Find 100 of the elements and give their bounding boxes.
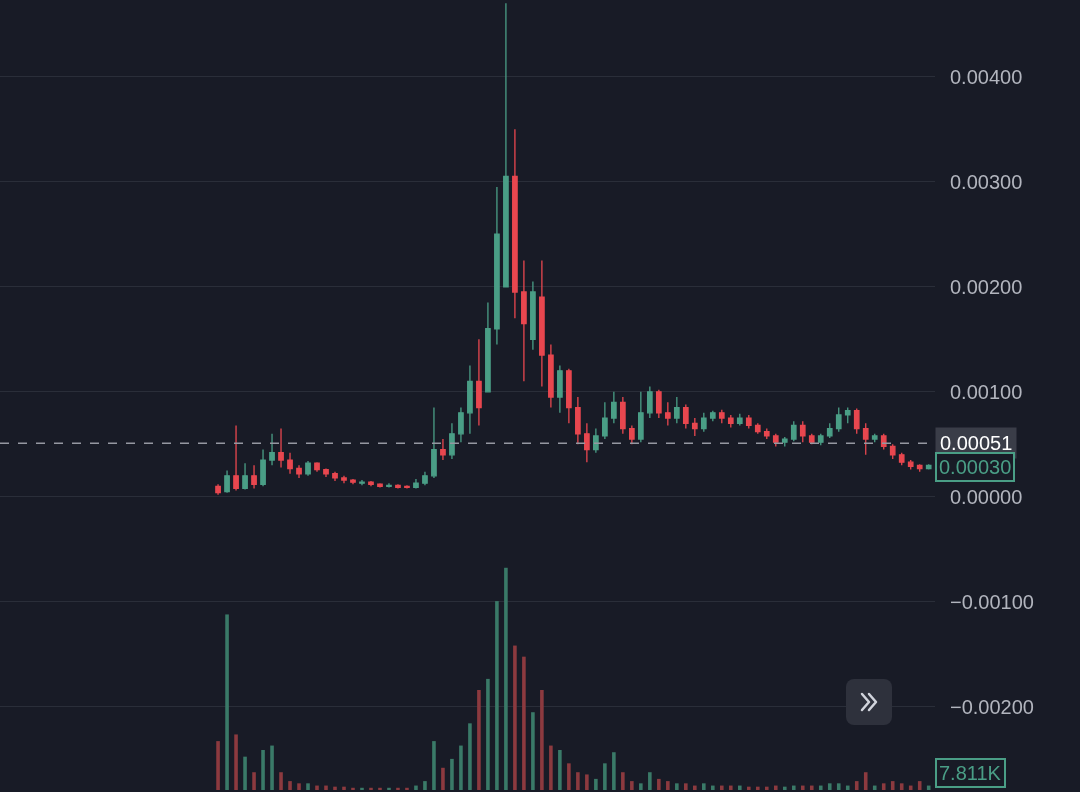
bar (720, 785, 724, 790)
bar (863, 772, 868, 790)
candlestick (808, 433, 815, 445)
bar (639, 783, 643, 790)
candlestick (287, 452, 293, 475)
candlestick (530, 280, 536, 351)
candlestick (251, 464, 257, 490)
candlestick (799, 420, 806, 443)
candlestick (485, 301, 491, 393)
bar (576, 772, 580, 790)
bar (378, 787, 382, 790)
candlestick (718, 409, 725, 424)
bar (315, 785, 319, 790)
candlestick (817, 433, 824, 447)
bar (836, 783, 841, 790)
candlestick (602, 401, 608, 440)
candlestick (332, 470, 338, 482)
bar (926, 785, 931, 790)
bar (684, 783, 688, 790)
candlestick (314, 461, 320, 473)
candlestick (700, 412, 707, 433)
ref-line-label: 0.00051 (940, 432, 1013, 454)
candlestick (916, 464, 923, 473)
bar (234, 734, 238, 790)
candlestick (772, 433, 779, 448)
bar (630, 781, 634, 790)
y-tick-label: 0.00100 (950, 380, 1023, 403)
bar (755, 786, 760, 790)
bar (603, 763, 607, 790)
bar (351, 787, 355, 790)
bar (899, 783, 904, 790)
candlestick (422, 470, 428, 486)
bar (809, 785, 814, 790)
bar (711, 785, 715, 790)
bar (270, 745, 274, 790)
y-tick-label: 0.00200 (950, 275, 1023, 298)
bar (657, 778, 661, 790)
candlestick (682, 403, 689, 430)
bar (675, 783, 679, 790)
bar (225, 614, 229, 790)
bar (746, 786, 751, 790)
candlestick (359, 479, 365, 486)
bar (297, 783, 301, 790)
bar (729, 785, 733, 790)
bar (531, 712, 535, 790)
candlestick (494, 186, 500, 346)
candlestick (754, 422, 761, 435)
bar (513, 645, 517, 790)
candlestick (781, 436, 788, 448)
bar (432, 741, 436, 790)
bar (414, 785, 418, 790)
bar (693, 785, 697, 790)
bar (405, 787, 409, 790)
bar (845, 785, 850, 790)
candlestick (584, 422, 590, 463)
candlestick (691, 417, 698, 437)
candlestick (350, 478, 356, 485)
candlestick (745, 414, 752, 430)
bar (369, 787, 373, 790)
candlestick (629, 424, 635, 445)
candlestick (548, 343, 554, 409)
candlestick (431, 406, 437, 479)
bar (890, 781, 895, 790)
bar (908, 785, 913, 790)
bar (324, 785, 328, 790)
bar (800, 785, 805, 790)
candlestick (215, 483, 221, 496)
text: 0.00030 (939, 456, 1012, 478)
candlestick (853, 407, 860, 435)
bar (881, 783, 886, 790)
candlestick (835, 406, 842, 433)
bar (279, 772, 283, 790)
candlestick (323, 467, 329, 478)
candlestick (575, 396, 581, 445)
bar (459, 745, 463, 790)
bar (468, 723, 472, 790)
candlestick (260, 448, 266, 487)
text: 7.811K (939, 762, 1002, 784)
candlestick (305, 460, 311, 477)
bar (702, 783, 706, 790)
candlestick (233, 424, 239, 492)
candlestick (709, 410, 716, 422)
candlestick (871, 433, 878, 443)
bar (917, 781, 922, 790)
bar (396, 787, 400, 790)
y-tick-label: −0.00200 (950, 695, 1034, 718)
candlestick (242, 462, 248, 491)
candlestick (826, 422, 833, 439)
candlestick (278, 427, 284, 469)
candlestick (790, 420, 797, 442)
candlestick (620, 396, 626, 435)
bar (549, 745, 553, 790)
bar (333, 786, 337, 790)
candlestick (386, 482, 392, 489)
y-tick-label: 0.00000 (950, 485, 1023, 508)
candlestick (224, 469, 230, 494)
bar (306, 783, 310, 790)
y-tick-label: 0.00400 (950, 65, 1023, 88)
candlestick (646, 385, 653, 419)
candlestick (655, 389, 662, 419)
